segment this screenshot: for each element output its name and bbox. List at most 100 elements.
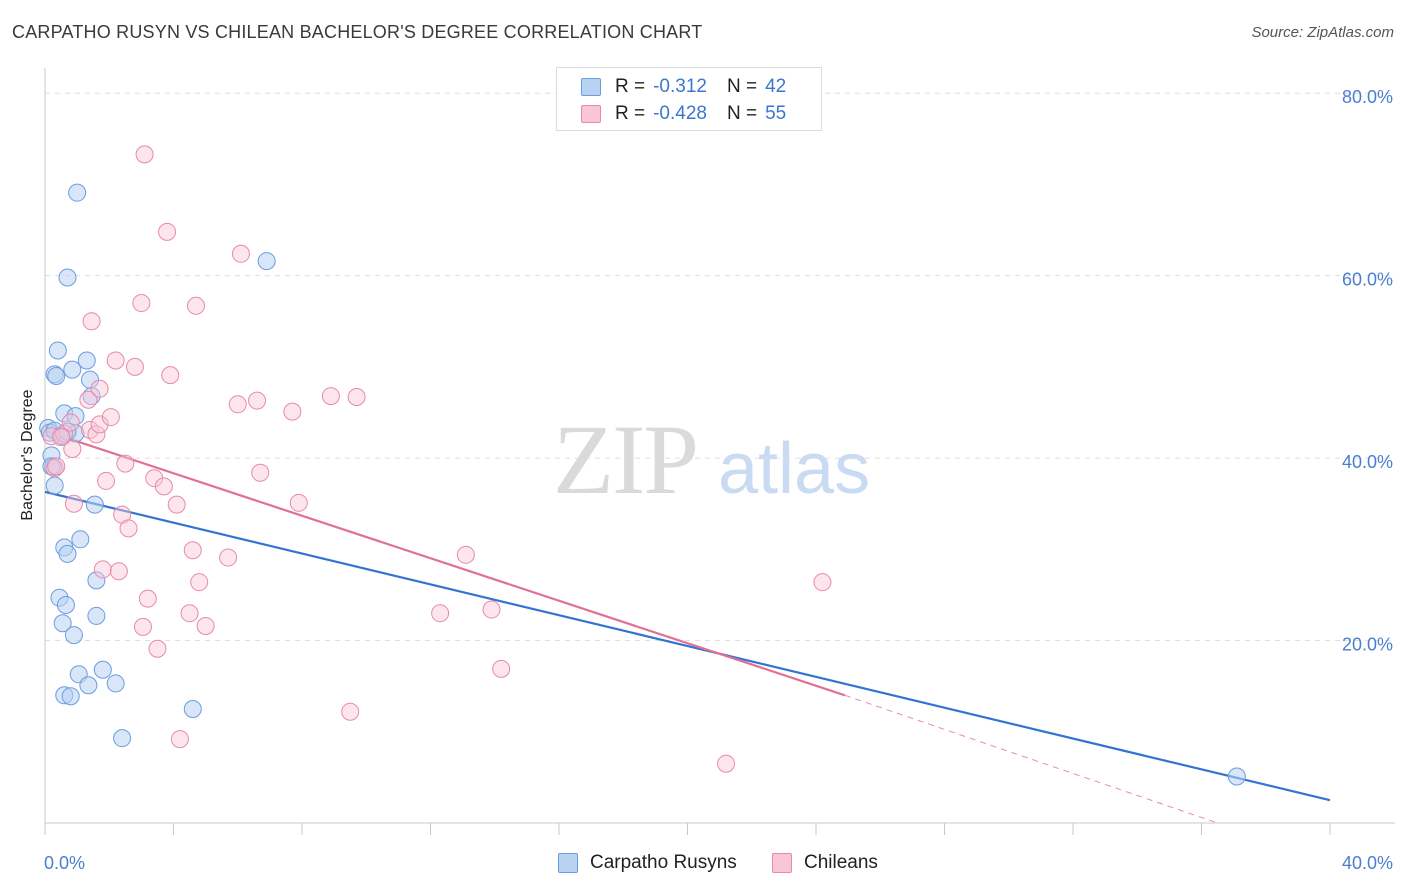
x-tick-label: 40.0%	[1342, 853, 1393, 873]
point-chileans	[158, 222, 177, 241]
point-carpatho	[79, 676, 98, 695]
point-chileans	[341, 702, 360, 721]
legend-swatch-blue	[581, 78, 601, 96]
grid-lines	[45, 92, 1395, 642]
legend-item-chileans[interactable]: Chileans	[772, 852, 878, 874]
point-chileans	[90, 379, 109, 398]
legend-n-value: 55	[765, 103, 787, 124]
point-carpatho	[1227, 767, 1246, 786]
legend-row-carpatho: R = -0.312 N = 42	[581, 75, 806, 99]
point-chileans	[231, 244, 250, 263]
legend-n-label: N =	[726, 103, 758, 124]
point-chileans	[456, 545, 475, 564]
legend-item-carpatho[interactable]: Carpatho Rusyns	[558, 852, 737, 874]
chart-title: CARPATHO RUSYN VS CHILEAN BACHELOR'S DEG…	[12, 22, 703, 42]
point-carpatho	[87, 571, 106, 590]
legend-r-value: -0.312	[653, 76, 707, 97]
point-carpatho	[87, 606, 106, 625]
point-chileans	[167, 495, 186, 514]
legend-n-value: 42	[765, 76, 787, 97]
point-chileans	[52, 428, 71, 447]
point-chileans	[132, 294, 151, 313]
point-carpatho	[93, 660, 112, 679]
point-chileans	[183, 541, 202, 560]
point-chileans	[219, 548, 238, 567]
point-chileans	[61, 413, 80, 432]
point-chileans	[135, 145, 154, 164]
legend-swatch-pink	[772, 853, 792, 873]
point-chileans	[97, 471, 116, 490]
point-chileans	[431, 604, 450, 623]
x-tick-label: 0.0%	[44, 853, 85, 873]
legend-r-value: -0.428	[653, 103, 707, 124]
point-carpatho	[64, 626, 83, 645]
y-axis-label: Bachelor's Degree	[19, 389, 36, 521]
point-chileans	[80, 420, 99, 439]
tick-labels: 20.0% 40.0% 60.0% 80.0% 0.0% 40.0%	[44, 87, 1393, 873]
point-carpatho	[61, 687, 80, 706]
source-label: Source: ZipAtlas.com	[1251, 24, 1394, 41]
series-legend: Carpatho Rusyns Chileans	[0, 852, 1406, 878]
point-carpatho	[53, 614, 72, 633]
point-chileans	[138, 589, 157, 608]
y-tick-label: 80.0%	[1342, 87, 1393, 107]
point-carpatho	[58, 268, 77, 287]
trend-line-carpatho	[44, 490, 1331, 802]
point-chileans	[109, 562, 128, 581]
legend-n-label: N =	[726, 76, 758, 97]
point-carpatho	[71, 530, 90, 549]
point-chileans	[133, 617, 152, 636]
y-tick-label: 40.0%	[1342, 452, 1393, 472]
point-carpatho	[48, 341, 67, 360]
y-tick-label: 20.0%	[1342, 635, 1393, 655]
trend-lines	[44, 429, 1331, 824]
legend-r-label: R =	[615, 76, 646, 97]
point-carpatho	[47, 367, 66, 386]
point-chileans	[55, 424, 74, 443]
point-chileans	[79, 390, 98, 409]
correlation-legend: R = -0.312 N = 42 R = -0.428 N = 55	[556, 67, 822, 131]
point-chileans	[64, 494, 83, 513]
point-chileans	[47, 457, 66, 476]
axes	[44, 68, 1395, 835]
point-chileans	[148, 639, 167, 658]
point-carpatho	[68, 183, 87, 202]
point-carpatho	[77, 351, 96, 370]
legend-label-chileans: Chileans	[804, 852, 878, 873]
watermark-zip: ZIP	[553, 404, 699, 515]
point-carpatho	[183, 699, 202, 718]
point-carpatho	[56, 595, 75, 614]
point-chileans	[82, 312, 101, 331]
point-chileans	[251, 463, 270, 482]
point-chileans	[190, 573, 209, 592]
point-carpatho	[106, 674, 125, 693]
point-chileans	[119, 519, 138, 538]
point-chileans	[482, 600, 501, 619]
point-chileans	[228, 395, 247, 414]
point-chileans	[125, 357, 144, 376]
point-chileans	[161, 366, 180, 385]
point-carpatho	[58, 544, 77, 563]
watermark-atlas: atlas	[718, 429, 871, 509]
point-carpatho	[45, 476, 64, 495]
y-tick-label: 60.0%	[1342, 270, 1393, 290]
legend-swatch-pink	[581, 105, 601, 123]
point-chileans	[717, 754, 736, 773]
point-chileans	[289, 493, 308, 512]
point-chileans	[90, 415, 109, 434]
legend-r-label: R =	[615, 103, 646, 124]
point-carpatho	[85, 495, 104, 514]
point-chileans	[347, 388, 366, 407]
point-chileans	[321, 387, 340, 406]
point-chileans	[248, 391, 267, 410]
point-carpatho	[257, 252, 276, 271]
point-carpatho	[42, 457, 61, 476]
point-carpatho	[63, 360, 82, 379]
point-chileans	[180, 604, 199, 623]
legend-row-chileans: R = -0.428 N = 55	[581, 102, 806, 126]
point-chileans	[101, 408, 120, 427]
legend-label-carpatho: Carpatho Rusyns	[590, 852, 737, 873]
legend-swatch-blue	[558, 853, 578, 873]
point-chileans	[116, 454, 135, 473]
